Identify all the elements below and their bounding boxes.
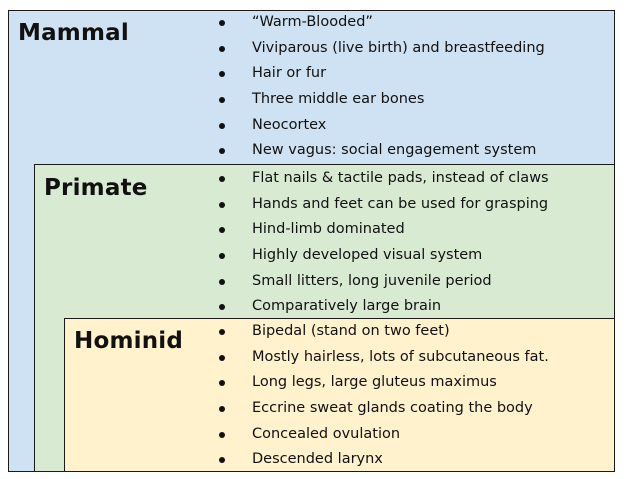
bullet-icon (219, 406, 225, 413)
list-item: Small litters, long juvenile period (219, 269, 549, 295)
bullet-icon (219, 71, 225, 78)
list-item: Three middle ear bones (219, 87, 545, 113)
list-item: Mostly hairless, lots of subcutaneous fa… (219, 345, 549, 371)
bullet-icon (219, 304, 225, 311)
hominid-title: Hominid (74, 328, 184, 354)
list-item: Flat nails & tactile pads, instead of cl… (219, 166, 549, 192)
primate-title: Primate (44, 175, 148, 201)
bullet-icon (219, 148, 225, 155)
list-item: Viviparous (live birth) and breastfeedin… (219, 36, 545, 62)
list-item: Comparatively large brain (219, 294, 549, 320)
list-item: Neocortex (219, 113, 545, 139)
bullet-icon (219, 380, 225, 387)
bullet-icon (219, 122, 225, 129)
hominid-box: Hominid Bipedal (stand on two feet) Most… (64, 318, 615, 472)
list-item: Descended larynx (219, 447, 549, 473)
bullet-icon (219, 354, 225, 361)
bullet-icon (219, 201, 225, 208)
bullet-icon (219, 176, 225, 182)
hominid-traits-list: Bipedal (stand on two feet) Mostly hairl… (219, 319, 549, 473)
bullet-icon (219, 329, 225, 335)
list-item: Bipedal (stand on two feet) (219, 319, 549, 345)
list-item: New vagus: social engagement system (219, 138, 545, 164)
mammal-traits-list: “Warm-Blooded” Viviparous (live birth) a… (219, 10, 545, 164)
list-item: Hands and feet can be used for grasping (219, 192, 549, 218)
bullet-icon (219, 253, 225, 260)
bullet-icon (219, 227, 225, 234)
list-item: Hair or fur (219, 61, 545, 87)
list-item: Long legs, large gluteus maximus (219, 370, 549, 396)
list-item: “Warm-Blooded” (219, 10, 545, 36)
bullet-icon (219, 45, 225, 52)
list-item: Highly developed visual system (219, 243, 549, 269)
bullet-icon (219, 20, 225, 26)
list-item: Eccrine sweat glands coating the body (219, 396, 549, 422)
bullet-icon (219, 97, 225, 104)
list-item: Concealed ovulation (219, 422, 549, 448)
bullet-icon (219, 431, 225, 438)
bullet-icon (219, 457, 225, 464)
primate-traits-list: Flat nails & tactile pads, instead of cl… (219, 166, 549, 320)
mammal-title: Mammal (18, 20, 129, 46)
bullet-icon (219, 278, 225, 285)
list-item: Hind-limb dominated (219, 217, 549, 243)
